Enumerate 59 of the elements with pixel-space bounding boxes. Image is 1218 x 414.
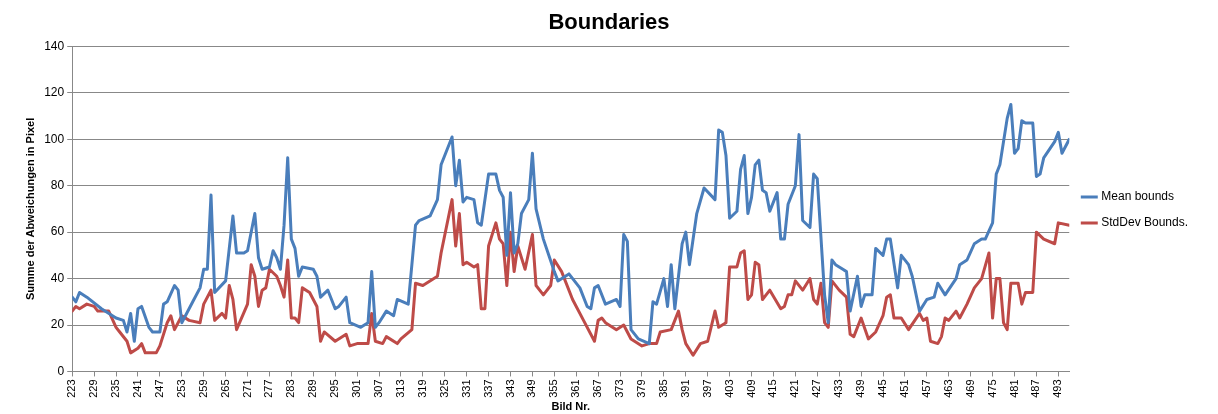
x-tick-label: 493 xyxy=(1051,379,1064,398)
x-tick-label: 433 xyxy=(832,379,845,398)
x-tick-label: 361 xyxy=(569,379,582,398)
chart-title: Boundaries xyxy=(548,9,670,35)
x-tick-label: 229 xyxy=(87,379,100,398)
y-tick-label: 140 xyxy=(44,38,65,53)
x-tick-label: 355 xyxy=(547,379,560,398)
x-tick-label: 397 xyxy=(700,379,713,398)
x-tick-label: 313 xyxy=(393,379,406,398)
x-tick-label: 265 xyxy=(218,379,231,398)
x-tick-label: 367 xyxy=(591,379,604,398)
x-tick-label: 463 xyxy=(941,379,954,398)
x-tick-label: 253 xyxy=(174,379,187,398)
x-tick-label: 247 xyxy=(152,379,165,398)
x-tick-label: 469 xyxy=(963,379,976,398)
x-tick-label: 271 xyxy=(240,379,253,398)
x-tick-label: 223 xyxy=(65,379,78,398)
x-tick-label: 391 xyxy=(678,379,691,398)
x-tick-label: 409 xyxy=(744,379,757,398)
x-tick-label: 457 xyxy=(919,379,932,398)
x-tick-label: 415 xyxy=(766,379,779,398)
x-tick-label: 487 xyxy=(1029,379,1042,398)
x-tick-label: 475 xyxy=(985,379,998,398)
x-tick-label: 283 xyxy=(284,379,297,398)
x-tick-label: 421 xyxy=(788,379,801,398)
x-tick-label: 241 xyxy=(130,379,143,398)
x-tick-label: 343 xyxy=(503,379,516,398)
y-tick-label: 120 xyxy=(44,85,65,100)
y-tick-label: 20 xyxy=(50,317,65,332)
x-tick-label: 427 xyxy=(810,379,823,398)
x-tick-label: 481 xyxy=(1007,379,1020,398)
x-axis-title: Bild Nr. xyxy=(551,400,591,413)
x-tick-label: 373 xyxy=(613,379,626,398)
x-tick-label: 319 xyxy=(415,379,428,398)
x-tick-label: 277 xyxy=(262,379,275,398)
x-tick-label: 445 xyxy=(876,379,889,398)
y-tick-label: 60 xyxy=(50,224,65,239)
y-tick-label: 0 xyxy=(57,363,65,378)
y-tick-label: 40 xyxy=(50,270,65,285)
x-tick-label: 337 xyxy=(481,379,494,398)
x-tick-label: 259 xyxy=(196,379,209,398)
x-tick-label: 379 xyxy=(635,379,647,398)
x-tick-label: 331 xyxy=(459,379,472,398)
x-tick-label: 235 xyxy=(109,379,122,398)
x-tick-label: 349 xyxy=(525,379,538,398)
x-tick-label: 289 xyxy=(306,379,319,398)
x-tick-label: 451 xyxy=(897,379,910,398)
y-tick-label: 100 xyxy=(44,131,65,146)
legend-label: StdDev Bounds. xyxy=(1101,215,1188,230)
y-tick-label: 80 xyxy=(50,178,65,193)
x-tick-label: 403 xyxy=(722,379,735,398)
x-tick-label: 307 xyxy=(372,379,385,398)
x-tick-label: 325 xyxy=(437,379,450,398)
y-axis-title: Summe der Abweichungen in Pixel xyxy=(23,117,36,301)
x-tick-label: 385 xyxy=(656,379,669,398)
x-tick-label: 295 xyxy=(328,379,341,398)
x-tick-label: 439 xyxy=(854,379,867,398)
legend-label: Mean bounds xyxy=(1101,189,1175,204)
x-tick-label: 301 xyxy=(350,379,363,398)
